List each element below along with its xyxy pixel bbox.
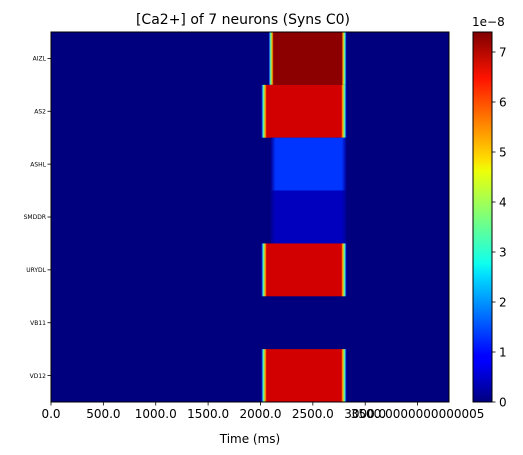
colorbar-tick-label: 7 bbox=[499, 45, 507, 59]
x-tick-label: 1000.0 bbox=[135, 407, 177, 421]
colorbar-gradient bbox=[473, 32, 492, 402]
x-tick-label: 2500.0 bbox=[292, 407, 334, 421]
x-tick-label: 2000.0 bbox=[239, 407, 281, 421]
heatmap-cell-vd12 bbox=[262, 349, 347, 402]
y-tick-label-aizl: AIZL bbox=[33, 56, 47, 63]
colorbar-tick-label: 5 bbox=[499, 145, 507, 159]
heatmap-cell-as2 bbox=[262, 85, 347, 138]
x-tick-label: 1500.0 bbox=[187, 407, 229, 421]
colorbar-tick-label: 2 bbox=[499, 295, 507, 309]
y-tick-label-ashl: ASHL bbox=[30, 161, 46, 168]
plot-area bbox=[51, 32, 449, 402]
chart-title: [Ca2+] of 7 neurons (Syns C0) bbox=[136, 12, 350, 28]
y-tick-label-smddr: SMDDR bbox=[24, 214, 46, 221]
colorbar-tick-label: 1 bbox=[499, 345, 507, 359]
heatmap-cell-ashl bbox=[271, 138, 346, 191]
plot-background bbox=[51, 32, 449, 402]
y-axis: AIZL AS2 ASHL SMDDR URYDL VB11 VD12 bbox=[24, 56, 51, 380]
colorbar-tick-label: 3 bbox=[499, 245, 507, 259]
colorbar: 0 1 2 3 4 5 6 7 1e−8 bbox=[472, 15, 507, 409]
heatmap-cell-smddr bbox=[271, 191, 346, 244]
y-tick-label-urydl: URYDL bbox=[26, 267, 46, 274]
heatmap-cell-urydl bbox=[262, 243, 347, 296]
y-tick-label-vb11: VB11 bbox=[30, 320, 46, 327]
colorbar-tick-label: 0 bbox=[499, 395, 507, 409]
colorbar-tick-label: 4 bbox=[499, 195, 507, 209]
colorbar-tick-label: 6 bbox=[499, 95, 507, 109]
x-tick-label: 3500.0000000000005 bbox=[351, 407, 485, 421]
x-axis-label: Time (ms) bbox=[219, 432, 281, 446]
y-tick-label-vd12: VD12 bbox=[30, 373, 47, 380]
x-axis: 0.0 500.0 1000.0 1500.0 2000.0 2500.0 3000.035… bbox=[41, 402, 484, 421]
heatmap-cell-aizl bbox=[269, 32, 347, 85]
x-tick-label: 0.0 bbox=[41, 407, 60, 421]
x-tick-label: 500.0 bbox=[86, 407, 120, 421]
colorbar-offset-label: 1e−8 bbox=[472, 15, 505, 29]
y-tick-label-as2: AS2 bbox=[34, 108, 46, 115]
